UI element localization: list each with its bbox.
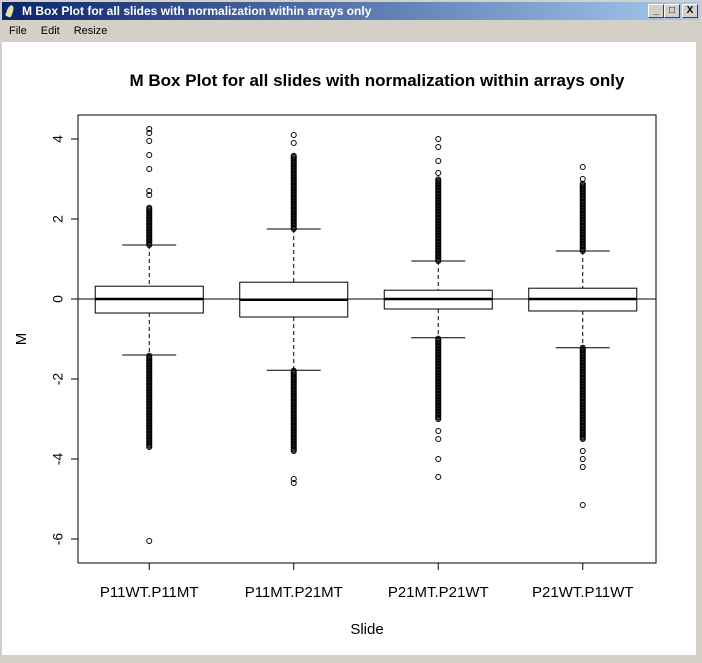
- outlier-point: [146, 192, 153, 198]
- title-bar: M Box Plot for all slides with normaliza…: [2, 2, 700, 20]
- outlier-point: [579, 502, 586, 508]
- outlier-point: [435, 158, 442, 164]
- plot-frame: [77, 114, 657, 564]
- menu-file[interactable]: File: [9, 25, 27, 37]
- y-tick-label: -6: [50, 533, 66, 546]
- y-axis-label: M: [13, 333, 30, 346]
- plot-canvas: M Box Plot for all slides with normaliza…: [2, 42, 696, 655]
- y-tick-label: -2: [50, 373, 66, 386]
- chart-title: M Box Plot for all slides with normaliza…: [130, 71, 626, 90]
- outlier-point: [146, 130, 153, 136]
- y-tick-label: 4: [50, 135, 66, 143]
- menu-edit[interactable]: Edit: [40, 25, 60, 37]
- outlier-point: [579, 448, 586, 454]
- outlier-point: [579, 344, 586, 351]
- menu-resize[interactable]: Resize: [73, 25, 108, 37]
- x-tick-label: P11MT.P21MT: [245, 584, 343, 601]
- outlier-point: [290, 132, 297, 138]
- outlier-point: [290, 152, 297, 159]
- outlier-point: [146, 166, 153, 172]
- minimize-button[interactable]: _: [648, 4, 664, 18]
- x-axis-label: Slide: [350, 621, 383, 638]
- outlier-point: [435, 144, 442, 150]
- y-tick-label: 0: [50, 295, 66, 303]
- outlier-point: [146, 204, 153, 211]
- outlier-point: [146, 538, 153, 544]
- outlier-point: [146, 138, 153, 144]
- outlier-point: [579, 464, 586, 470]
- outlier-point: [146, 152, 153, 158]
- outlier-point: [435, 436, 442, 442]
- outlier-point: [579, 164, 586, 170]
- outlier-point: [435, 176, 442, 183]
- outlier-point: [579, 456, 586, 462]
- outlier-point: [435, 335, 442, 342]
- outlier-point: [435, 474, 442, 480]
- x-tick-label: P11WT.P11MT: [100, 584, 199, 601]
- outlier-point: [290, 476, 297, 482]
- outlier-point: [579, 176, 586, 182]
- x-tick-label: P21WT.P11WT: [532, 584, 633, 601]
- outlier-point: [290, 367, 297, 374]
- x-tick-label: P21MT.P21WT: [388, 584, 489, 601]
- outlier-point: [146, 352, 153, 359]
- outlier-point: [146, 126, 153, 132]
- outlier-point: [290, 140, 297, 146]
- outlier-point: [435, 136, 442, 142]
- y-tick-label: 2: [50, 215, 66, 223]
- maximize-button[interactable]: □: [664, 4, 680, 18]
- boxplot-chart: M Box Plot for all slides with normaliza…: [13, 71, 657, 638]
- window-title: M Box Plot for all slides with normaliza…: [22, 4, 372, 18]
- close-button[interactable]: X: [682, 4, 698, 18]
- app-icon: [5, 4, 15, 18]
- y-tick-label: -4: [50, 453, 66, 466]
- outlier-point: [435, 170, 442, 176]
- outlier-point: [435, 456, 442, 462]
- outlier-point: [290, 480, 297, 486]
- outlier-point: [146, 188, 153, 194]
- menu-bar: File Edit Resize: [2, 22, 114, 40]
- outlier-point: [435, 428, 442, 434]
